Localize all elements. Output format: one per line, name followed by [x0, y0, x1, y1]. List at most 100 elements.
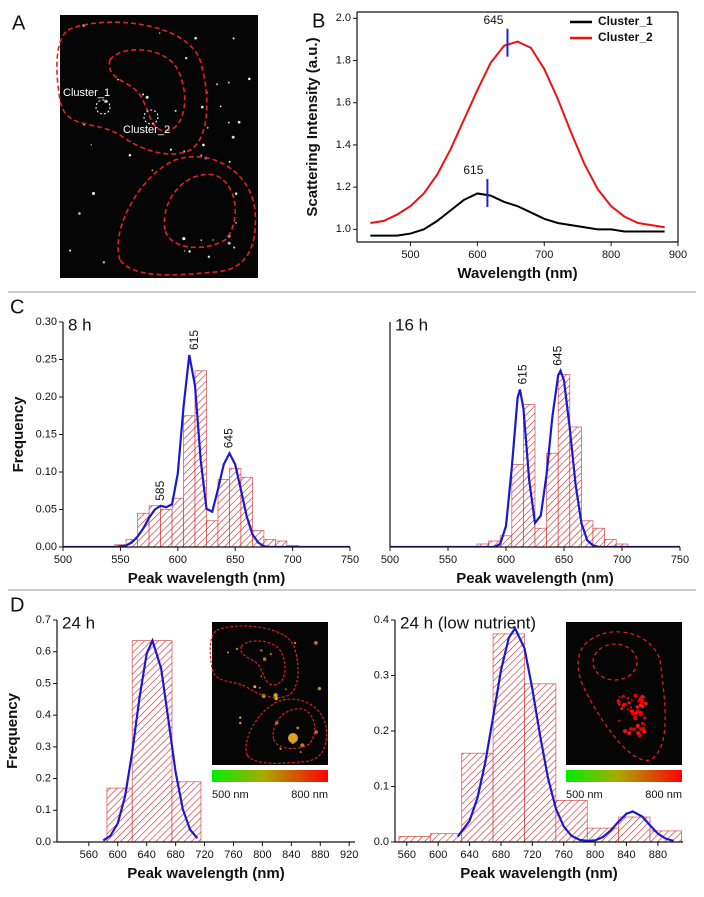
panel-label: B — [312, 10, 325, 32]
x-tick-label: 600 — [497, 554, 515, 566]
particle — [635, 705, 640, 709]
y-tick-label: 0.10 — [36, 466, 57, 478]
fit-curve — [390, 367, 680, 547]
y-tick-label: 1.4 — [336, 139, 351, 151]
particle — [299, 751, 302, 754]
particle — [262, 657, 267, 661]
x-tick-label: 560 — [80, 849, 98, 861]
particle — [227, 121, 230, 124]
cluster-label: Cluster_2 — [123, 124, 170, 136]
fit-curve — [102, 637, 199, 842]
particle — [640, 694, 645, 699]
particle — [640, 699, 645, 704]
particle — [626, 697, 630, 700]
legend-label: Cluster_1 — [598, 14, 653, 28]
particle — [637, 733, 642, 738]
bar — [615, 543, 629, 547]
particle — [638, 702, 643, 708]
x-tick-label: 500 — [401, 249, 419, 261]
particle — [169, 148, 172, 151]
particle — [617, 700, 621, 705]
series-line — [370, 40, 665, 229]
legend-label: Cluster_2 — [598, 30, 653, 44]
x-tick-label: 680 — [166, 849, 184, 861]
y-tick-label: 0.2 — [36, 772, 51, 784]
x-tick-label: 880 — [649, 849, 667, 861]
bar — [217, 479, 230, 547]
micrograph: Cluster_1 Cluster_2 — [56, 15, 258, 278]
cell-outline — [577, 631, 666, 761]
particle — [248, 77, 251, 81]
y-axis-label: Scattering Intensity (a.u.) — [304, 37, 321, 216]
y-tick-label: 0.30 — [36, 316, 57, 328]
peak-label: 645 — [483, 13, 503, 27]
x-tick-label: 500 — [381, 554, 399, 566]
particle — [623, 702, 627, 707]
y-tick-label: 0.7 — [36, 614, 51, 626]
panel-label: D — [10, 594, 24, 616]
chart-title: 16 h — [395, 315, 428, 334]
chart-title: 8 h — [68, 315, 92, 334]
image-background — [212, 622, 328, 765]
particle — [627, 701, 631, 705]
bar — [511, 464, 524, 547]
y-tick-label: 1.2 — [336, 181, 351, 193]
particle — [288, 733, 298, 743]
chart-title: 24 h (low nutrient) — [400, 613, 536, 632]
peak-label: 615 — [516, 364, 530, 384]
particle — [314, 730, 318, 734]
x-tick-label: 920 — [340, 849, 358, 861]
particle — [641, 728, 644, 731]
bar — [131, 640, 173, 842]
particle — [227, 81, 230, 84]
particle — [207, 255, 210, 258]
particle — [627, 731, 632, 736]
particle — [285, 688, 287, 691]
x-tick-label: 600 — [169, 554, 187, 566]
particle — [279, 747, 282, 750]
x-tick-label: 750 — [671, 554, 689, 566]
x-tick-label: 840 — [282, 849, 300, 861]
plot-area — [398, 626, 682, 842]
particle — [102, 261, 106, 264]
x-tick-label: 650 — [555, 554, 573, 566]
y-tick-label: 0.3 — [374, 669, 389, 681]
cluster-circle — [95, 99, 111, 115]
particle — [200, 239, 203, 241]
particle — [296, 726, 300, 730]
bar — [274, 540, 288, 547]
particle — [239, 721, 242, 725]
particle — [623, 729, 627, 733]
particle — [260, 675, 263, 677]
colorbar — [212, 770, 328, 782]
y-tick-label: 0.15 — [36, 428, 57, 440]
bar — [171, 497, 184, 547]
particle — [620, 696, 623, 698]
y-tick-label: 1.0 — [336, 223, 351, 235]
particle — [618, 703, 621, 706]
x-tick-label: 600 — [109, 849, 127, 861]
bar — [592, 527, 606, 547]
particle — [182, 237, 186, 241]
particle — [237, 120, 241, 124]
bar — [649, 830, 682, 842]
y-tick-label: 1.6 — [336, 97, 351, 109]
x-tick-label: 750 — [341, 554, 359, 566]
x-axis-label: Peak wavelength (nm) — [128, 570, 286, 587]
x-tick-label: 650 — [226, 554, 244, 566]
y-tick-label: 0.5 — [36, 677, 51, 689]
particle — [258, 687, 261, 689]
y-tick-label: 0.00 — [36, 541, 57, 553]
particle — [227, 651, 229, 654]
particle — [638, 712, 643, 717]
x-axis-label: Wavelength (nm) — [457, 265, 577, 282]
image-background — [566, 622, 682, 765]
x-tick-label: 680 — [492, 849, 510, 861]
particle — [633, 693, 638, 698]
cluster-label: Cluster_1 — [63, 87, 110, 99]
y-axis-label: Frequency — [10, 396, 27, 473]
x-tick-label: 500 — [54, 554, 72, 566]
particle — [141, 93, 145, 96]
x-tick-label: 840 — [617, 849, 635, 861]
particles — [616, 693, 648, 738]
